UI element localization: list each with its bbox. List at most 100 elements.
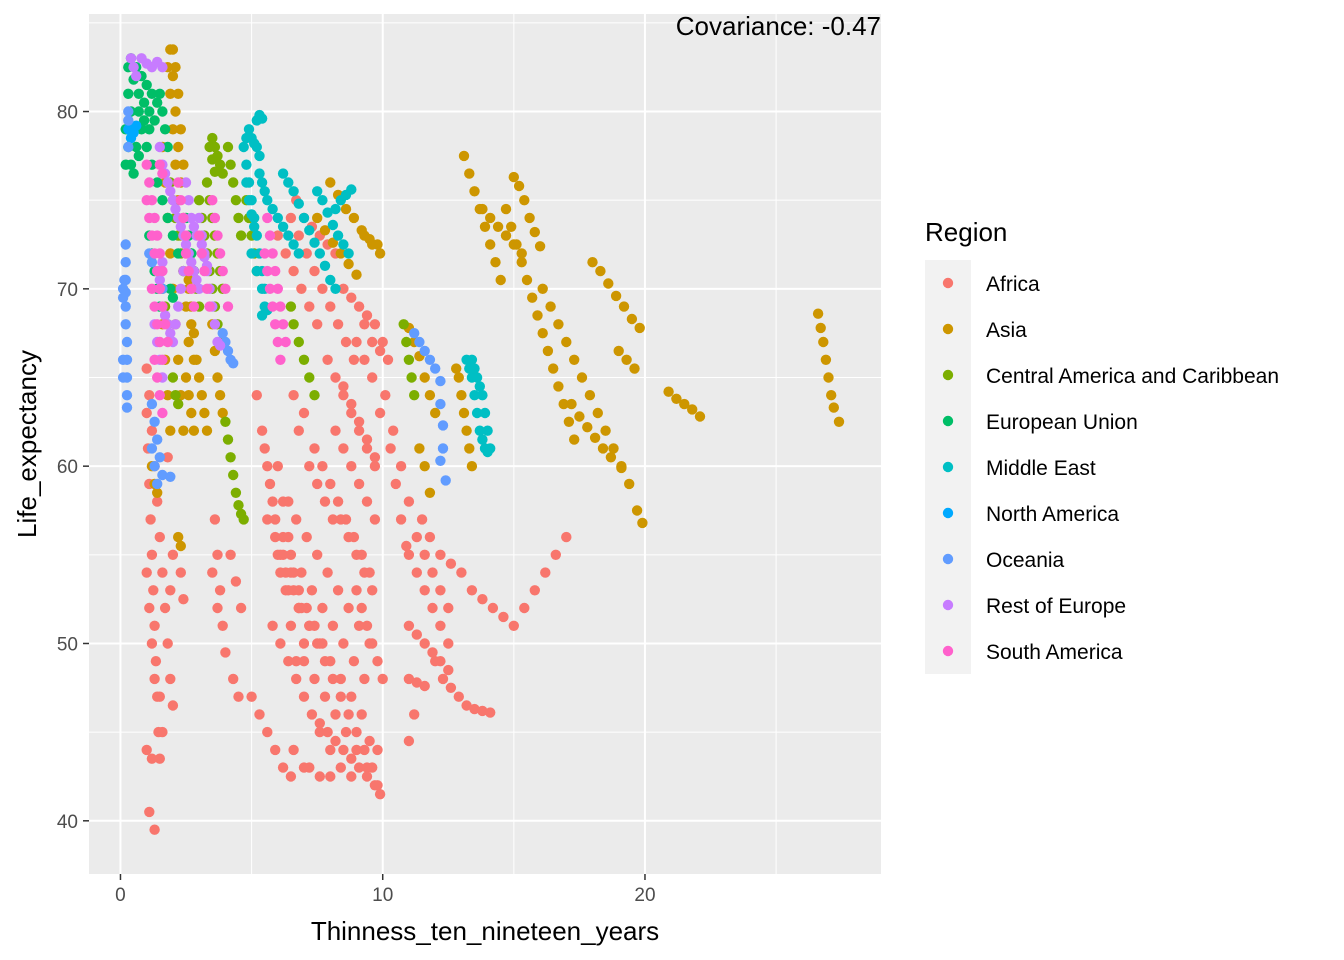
data-point-asia <box>364 234 375 245</box>
data-point-africa <box>359 744 370 756</box>
data-point-africa <box>377 336 388 348</box>
data-point-africa <box>246 691 257 702</box>
data-point-africa <box>251 390 262 401</box>
legend-label: Oceania <box>986 549 1065 572</box>
data-point-south-america <box>204 301 215 312</box>
data-point-africa <box>327 673 339 685</box>
data-point-asia <box>167 44 179 55</box>
data-point-asia <box>348 212 360 224</box>
data-point-asia <box>165 425 176 436</box>
data-point-africa <box>312 478 323 490</box>
data-point-central-america-and-caribbean <box>207 132 218 144</box>
data-point-middle-east <box>314 248 325 259</box>
data-point-middle-east <box>482 425 493 436</box>
data-point-middle-east <box>256 310 268 321</box>
series-africa <box>141 195 572 835</box>
data-point-oceania <box>165 471 176 482</box>
data-point-central-america-and-caribbean <box>285 301 297 312</box>
data-point-africa <box>419 638 430 649</box>
data-point-africa <box>550 549 561 560</box>
legend-label: North America <box>986 503 1119 526</box>
data-point-asia <box>186 319 197 330</box>
data-point-africa <box>332 319 344 330</box>
data-point-asia <box>217 407 228 419</box>
data-point-central-america-and-caribbean <box>235 230 247 241</box>
data-point-africa <box>477 594 488 605</box>
data-point-asia <box>170 159 181 170</box>
data-point-asia <box>191 354 202 365</box>
data-point-asia <box>178 425 189 436</box>
data-point-central-america-and-caribbean <box>209 166 221 177</box>
data-point-asia <box>629 363 640 374</box>
data-point-africa <box>335 762 346 773</box>
data-point-rest-of-europe <box>193 212 205 224</box>
data-point-africa <box>298 762 310 773</box>
data-point-middle-east <box>322 207 333 218</box>
data-point-africa <box>340 514 352 525</box>
data-point-asia <box>162 390 173 401</box>
data-point-asia <box>637 517 648 529</box>
legend-label: Central America and Caribbean <box>986 365 1279 388</box>
data-point-africa <box>327 514 339 525</box>
data-point-africa <box>485 707 496 718</box>
data-point-central-america-and-caribbean <box>225 452 236 463</box>
data-point-africa <box>322 354 333 365</box>
data-point-africa <box>154 531 165 543</box>
data-point-africa <box>293 230 304 241</box>
data-point-africa <box>409 709 420 720</box>
data-point-africa <box>230 576 242 587</box>
data-point-oceania <box>120 301 131 312</box>
data-point-africa <box>207 567 218 578</box>
data-point-africa <box>443 602 454 614</box>
data-point-south-america <box>152 372 163 383</box>
data-point-middle-east <box>254 150 265 162</box>
data-point-africa <box>285 212 297 224</box>
data-point-africa <box>456 567 467 578</box>
data-point-africa <box>280 248 291 259</box>
data-point-asia <box>485 239 496 250</box>
data-point-middle-east <box>312 186 323 197</box>
data-point-asia <box>616 462 627 474</box>
data-point-africa <box>309 265 320 277</box>
data-point-africa <box>419 680 430 692</box>
data-point-africa <box>312 549 323 560</box>
data-point-central-america-and-caribbean <box>288 319 299 330</box>
data-point-oceania <box>146 257 158 268</box>
data-point-asia <box>193 372 205 383</box>
data-point-africa <box>214 585 226 596</box>
data-point-africa <box>288 390 299 401</box>
data-point-middle-east <box>246 209 257 220</box>
data-point-africa <box>141 363 152 374</box>
data-point-africa <box>445 558 457 569</box>
data-point-european-union <box>167 292 179 303</box>
data-point-asia <box>178 159 189 170</box>
data-point-central-america-and-caribbean <box>193 195 205 206</box>
data-point-africa <box>212 602 223 614</box>
data-point-asia <box>466 461 478 472</box>
data-point-africa <box>424 531 436 543</box>
data-point-middle-east <box>304 225 315 236</box>
data-point-africa <box>380 390 391 401</box>
data-point-africa <box>477 705 488 717</box>
data-point-africa <box>162 452 173 463</box>
data-point-rest-of-europe <box>180 239 192 250</box>
data-point-asia <box>812 308 824 319</box>
data-point-africa <box>519 602 530 614</box>
data-point-asia <box>173 88 184 100</box>
data-point-oceania <box>117 283 129 294</box>
data-point-oceania <box>146 443 158 454</box>
data-point-south-america <box>157 168 168 179</box>
data-point-asia <box>419 372 430 383</box>
data-point-africa <box>466 585 478 596</box>
data-point-european-union <box>120 159 131 170</box>
data-point-africa <box>372 744 383 756</box>
data-point-asia <box>592 407 603 419</box>
data-point-south-america <box>217 265 228 277</box>
data-point-oceania <box>157 469 168 481</box>
data-point-european-union <box>157 195 168 206</box>
data-point-oceania <box>440 475 451 486</box>
data-point-middle-east <box>471 372 483 383</box>
data-point-middle-east <box>338 239 349 250</box>
data-point-south-america <box>146 283 158 294</box>
data-point-middle-east <box>241 177 252 188</box>
